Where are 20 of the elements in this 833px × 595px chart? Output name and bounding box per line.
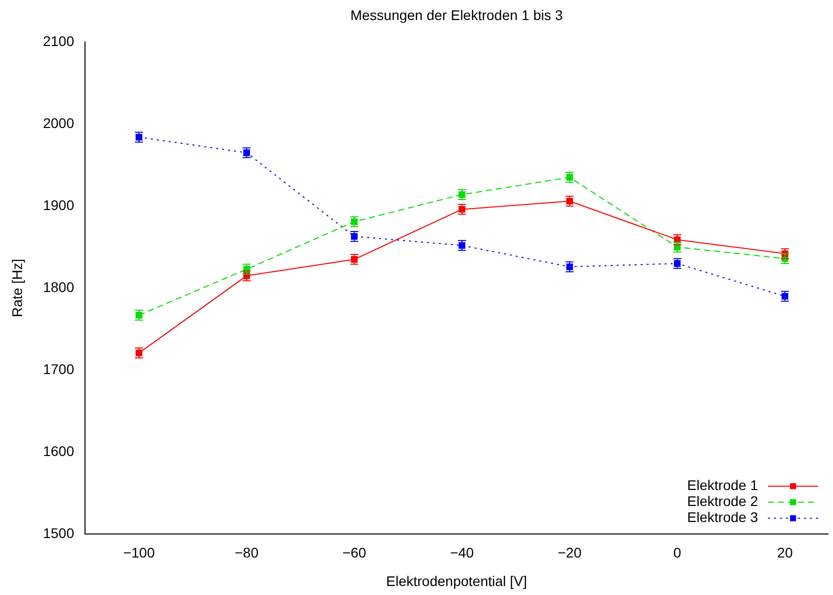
legend-label: Elektrode 3 xyxy=(687,509,758,526)
y-tick-label: 2000 xyxy=(42,114,74,131)
y-tick-label: 1600 xyxy=(42,443,74,460)
y-tick-label: 1500 xyxy=(42,525,74,542)
y-tick-label: 1900 xyxy=(42,196,74,213)
y-tick-label: 1800 xyxy=(42,278,74,295)
y-axis-title: Rate [Hz] xyxy=(8,258,25,318)
x-tick-label: −40 xyxy=(450,544,474,560)
x-axis-title: Elektrodenpotential [V] xyxy=(386,572,528,589)
x-tick-label: −80 xyxy=(234,544,259,560)
legend-label: Elektrode 2 xyxy=(687,493,758,510)
x-tick-label: −20 xyxy=(558,544,582,560)
x-tick-label: −100 xyxy=(123,544,155,560)
x-tick-label: 20 xyxy=(777,544,793,560)
legend-label: Elektrode 1 xyxy=(687,477,758,494)
x-tick-label: −60 xyxy=(342,544,366,560)
y-tick-label: 2100 xyxy=(42,32,74,49)
chart-title: Messungen der Elektroden 1 bis 3 xyxy=(350,6,564,23)
x-tick-label: 0 xyxy=(673,544,682,560)
y-tick-label: 1700 xyxy=(42,360,74,377)
